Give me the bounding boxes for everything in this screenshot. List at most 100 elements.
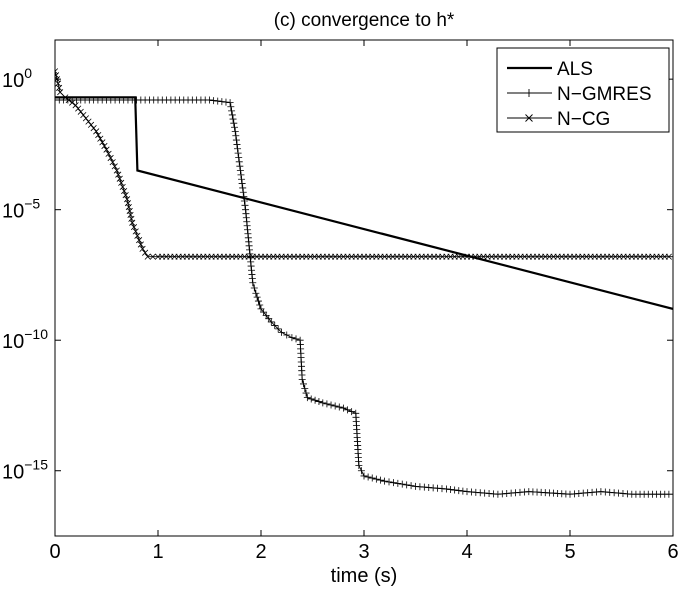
x-marker: [65, 96, 72, 104]
plus-marker: [389, 479, 397, 487]
plus-marker: [381, 477, 389, 485]
x-marker: [121, 187, 128, 195]
x-marker: [90, 125, 97, 132]
chart-title: (c) convergence to h*: [274, 10, 455, 31]
plus-marker: [339, 404, 347, 412]
x-marker: [72, 102, 79, 109]
plus-marker: [398, 480, 406, 488]
x-marker: [55, 72, 60, 79]
plus-marker: [288, 334, 296, 342]
plus-marker: [237, 171, 245, 179]
plus-marker: [239, 184, 247, 192]
x-tick-label: 3: [358, 541, 369, 563]
plus-marker: [301, 385, 309, 393]
x-marker: [80, 111, 87, 119]
plus-marker: [253, 293, 261, 301]
plus-marker: [368, 474, 376, 482]
x-marker: [101, 142, 108, 150]
x-marker: [128, 215, 135, 222]
plus-marker: [241, 201, 249, 209]
plus-marker: [254, 297, 262, 305]
x-marker: [57, 89, 64, 96]
plus-marker: [235, 153, 243, 161]
x-marker: [122, 192, 129, 199]
plus-marker: [248, 266, 256, 274]
series-1: [55, 96, 673, 498]
plus-marker: [233, 140, 241, 148]
plus-marker: [234, 149, 242, 157]
series-line: [55, 99, 673, 495]
plus-marker: [303, 394, 311, 402]
plus-marker: [327, 401, 335, 409]
plus-marker: [283, 331, 291, 339]
plus-marker: [234, 145, 242, 153]
plus-marker: [248, 270, 256, 278]
x-marker: [142, 249, 149, 256]
plus-marker: [355, 462, 363, 470]
x-marker: [149, 253, 156, 260]
series-2: [55, 68, 673, 260]
plus-marker: [311, 396, 319, 404]
plus-marker: [451, 486, 459, 494]
x-axis-ticks: 0 1 2 3 4 5 6: [49, 40, 679, 563]
plus-marker: [236, 167, 244, 175]
plus-marker: [252, 289, 260, 297]
plus-marker: [232, 136, 240, 144]
x-marker: [144, 253, 151, 260]
plus-marker: [218, 98, 226, 106]
plus-marker: [228, 107, 236, 115]
plus-marker: [360, 472, 368, 480]
plus-marker: [230, 119, 238, 127]
y-tick-label: 10−5: [2, 196, 40, 223]
plus-marker: [236, 162, 244, 170]
plus-marker: [403, 481, 411, 489]
plus-marker: [228, 111, 236, 119]
plus-marker: [232, 132, 240, 140]
x-marker: [139, 245, 146, 252]
x-marker: [87, 121, 95, 128]
plus-marker: [319, 399, 327, 407]
y-tick-label: 100: [2, 65, 32, 92]
x-tick-label: 1: [152, 541, 163, 563]
plus-marker: [459, 487, 467, 495]
legend: ALS N−GMRES N−CG: [496, 47, 670, 133]
plus-marker: [331, 402, 339, 410]
legend-label: N−GMRES: [557, 84, 652, 105]
plus-marker: [323, 400, 331, 408]
plus-marker: [271, 321, 279, 329]
plus-marker: [302, 389, 310, 397]
plus-marker: [274, 325, 282, 333]
plus-marker: [231, 123, 239, 131]
plus-marker: [231, 127, 239, 135]
plus-marker: [455, 487, 463, 495]
legend-label: ALS: [557, 59, 593, 80]
x-marker: [75, 105, 82, 112]
x-marker: [118, 179, 125, 186]
plus-marker: [299, 380, 307, 388]
x-tick-label: 4: [461, 541, 472, 563]
x-marker: [62, 94, 69, 101]
x-marker: [105, 150, 112, 157]
plus-marker: [240, 193, 248, 201]
x-tick-label: 2: [255, 541, 266, 563]
plus-marker: [229, 115, 237, 123]
plus-marker: [267, 318, 275, 326]
x-marker: [97, 135, 104, 142]
x-marker: [77, 108, 84, 115]
x-marker: [95, 131, 102, 139]
x-marker: [127, 211, 134, 218]
legend-marker: [525, 89, 533, 97]
plus-marker: [214, 97, 222, 105]
plus-marker: [447, 486, 455, 494]
plus-marker: [344, 406, 352, 414]
plus-marker: [256, 301, 264, 309]
x-marker: [136, 237, 143, 244]
x-marker: [116, 175, 123, 182]
plus-marker: [315, 398, 323, 406]
plus-marker: [335, 403, 343, 411]
x-marker: [109, 159, 116, 166]
plus-marker: [665, 490, 673, 498]
plus-marker: [376, 476, 384, 484]
x-marker: [134, 232, 141, 239]
